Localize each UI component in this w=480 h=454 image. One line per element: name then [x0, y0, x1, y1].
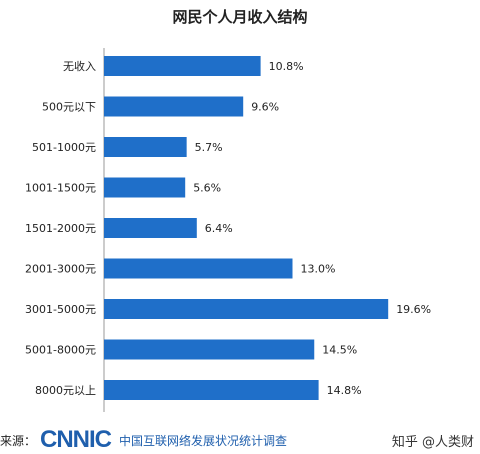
bar [104, 299, 389, 319]
value-label: 13.0% [301, 263, 336, 276]
source-organization: 中国互联网络发展状况统计调查 [119, 433, 288, 448]
value-label: 10.8% [269, 60, 304, 73]
category-label: 500元以下 [42, 101, 96, 114]
value-label: 14.8% [327, 384, 362, 397]
bar [104, 56, 261, 76]
value-label: 5.7% [195, 141, 223, 154]
value-label: 14.5% [322, 344, 357, 357]
category-label: 无收入 [63, 59, 96, 73]
category-label: 1501-2000元 [25, 222, 96, 235]
value-label: 9.6% [251, 101, 279, 114]
bar [104, 137, 187, 157]
value-label: 6.4% [205, 222, 233, 235]
chart-area: 网民个人月收入结构 无收入 10.8% 500元以下 9.6% 501-1000元 5.7… [25, 8, 431, 412]
bar [104, 258, 293, 279]
watermark: 知乎 @人类财 [391, 434, 474, 450]
source-footer: 来源： CNNIC 中国互联网络发展状况统计调查 知乎 @人类财 [0, 426, 480, 454]
bar [104, 339, 315, 360]
value-label: 19.6% [396, 303, 431, 316]
cnnic-logo: CNNIC [40, 426, 112, 453]
value-label: 5.6% [193, 182, 221, 195]
bar [104, 380, 319, 400]
category-label: 501-1000元 [32, 141, 96, 154]
bar [104, 177, 186, 198]
category-label: 8000元以上 [35, 384, 96, 397]
source-label: 来源： [0, 433, 37, 448]
category-label: 3001-5000元 [25, 303, 96, 316]
category-label: 1001-1500元 [25, 182, 96, 195]
bar [104, 96, 244, 117]
chart-title: 网民个人月收入结构 [172, 8, 307, 26]
bar [104, 218, 197, 238]
category-label: 2001-3000元 [25, 263, 96, 276]
category-label: 5001-8000元 [25, 344, 96, 357]
